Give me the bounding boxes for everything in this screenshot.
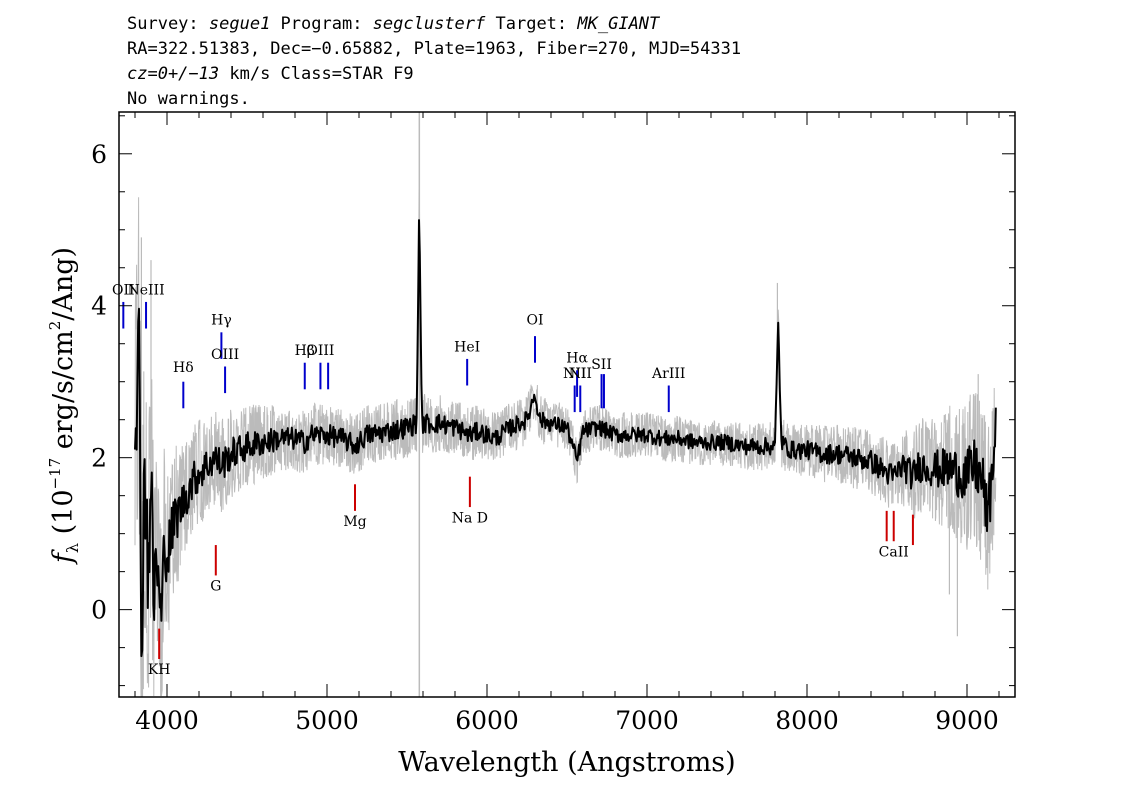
y-tick-label: 2 bbox=[91, 444, 107, 473]
line-marker-OII: OII bbox=[112, 282, 135, 329]
line-label: Na D bbox=[452, 510, 488, 526]
x-axis-label: Wavelength (Angstroms) bbox=[398, 747, 735, 778]
line-marker-ArIII: ArIII bbox=[651, 366, 685, 413]
line-marker-H-alpha: Hα bbox=[566, 351, 588, 397]
line-label: SII bbox=[591, 357, 612, 373]
flux-series bbox=[134, 219, 997, 658]
line-label: OIII bbox=[211, 347, 239, 363]
cz-value: cz=0+/−13 bbox=[127, 64, 219, 84]
header-line-3: cz=0+/−13 km/s Class=STAR F9 bbox=[127, 64, 414, 84]
line-label: Hβ bbox=[295, 343, 315, 359]
line-label: OI bbox=[526, 313, 543, 329]
x-tick-label: 9000 bbox=[935, 706, 999, 735]
line-marker-H-beta: Hβ bbox=[295, 343, 315, 390]
line-label: OII bbox=[112, 282, 135, 298]
flux-line bbox=[134, 219, 997, 658]
line-marker-K-H: KH bbox=[148, 628, 171, 678]
noise-trace bbox=[134, 189, 997, 697]
svg-text:fλ (10−17 erg/s/cm2/Ang): fλ (10−17 erg/s/cm2/Ang) bbox=[46, 247, 82, 565]
line-label: ArIII bbox=[651, 366, 685, 382]
target-value: MK_GIANT bbox=[576, 14, 661, 34]
line-label: NeIII bbox=[127, 282, 164, 298]
line-marker-H-delta: Hδ bbox=[173, 360, 194, 409]
header-line-4: No warnings. bbox=[127, 89, 250, 109]
line-label: G bbox=[210, 579, 221, 595]
x-tick-label: 6000 bbox=[455, 706, 519, 735]
line-label: NII bbox=[563, 366, 586, 382]
survey-value: segue1 bbox=[209, 14, 270, 34]
program-value: segclusterf bbox=[373, 14, 486, 34]
x-tick-label: 4000 bbox=[135, 706, 199, 735]
line-label: OIII bbox=[306, 343, 334, 359]
line-marker-G-band: G bbox=[210, 545, 221, 595]
line-label: Hγ bbox=[211, 313, 232, 329]
x-tick-label: 7000 bbox=[615, 706, 679, 735]
y-tick-labels: 0 2 4 6 bbox=[91, 140, 107, 625]
x-tick-label: 5000 bbox=[295, 706, 359, 735]
line-label: HeI bbox=[454, 339, 480, 355]
line-marker-H-gamma: Hγ bbox=[211, 313, 232, 359]
plot-frame bbox=[118, 111, 1016, 698]
line-marker-OIII-4363: OIII bbox=[211, 347, 239, 394]
line-marker-NII-6548: NII bbox=[563, 366, 586, 413]
axis-ticks bbox=[119, 112, 1015, 697]
header-line-1: Survey: segue1 Program: segclusterf Targ… bbox=[127, 14, 661, 34]
line-marker-OIII-4959: OIII bbox=[306, 343, 334, 390]
line-marker-CaII-8542: CaII bbox=[879, 510, 909, 560]
line-label: Hα bbox=[566, 351, 588, 367]
line-label: CaII bbox=[879, 544, 909, 560]
line-marker-OI: OI bbox=[526, 313, 544, 363]
x-tick-labels: 4000 5000 6000 7000 8000 9000 bbox=[135, 706, 999, 735]
line-marker-SII-6716: SII bbox=[591, 357, 612, 409]
line-label: KH bbox=[148, 662, 171, 678]
y-tick-label: 0 bbox=[91, 596, 107, 625]
line-marker-HeI: HeI bbox=[454, 339, 480, 386]
line-marker-Na-D: Na D bbox=[452, 476, 488, 526]
y-tick-label: 4 bbox=[91, 292, 107, 321]
line-label: Mg bbox=[343, 514, 366, 530]
y-axis-label: fλ (10−17 erg/s/cm2/Ang) bbox=[46, 247, 82, 565]
line-marker-NeIII: NeIII bbox=[127, 282, 165, 329]
line-marker-NII-6583: NII bbox=[569, 366, 592, 413]
x-tick-label: 8000 bbox=[775, 706, 839, 735]
line-marker-Mg: Mg bbox=[343, 484, 367, 530]
header-line-2: RA=322.51383, Dec=−0.65882, Plate=1963, … bbox=[127, 39, 741, 59]
line-label: NII bbox=[569, 366, 592, 382]
header-block: Survey: segue1 Program: segclusterf Targ… bbox=[127, 14, 741, 109]
line-label: Hδ bbox=[173, 360, 194, 376]
y-tick-label: 6 bbox=[91, 140, 107, 169]
